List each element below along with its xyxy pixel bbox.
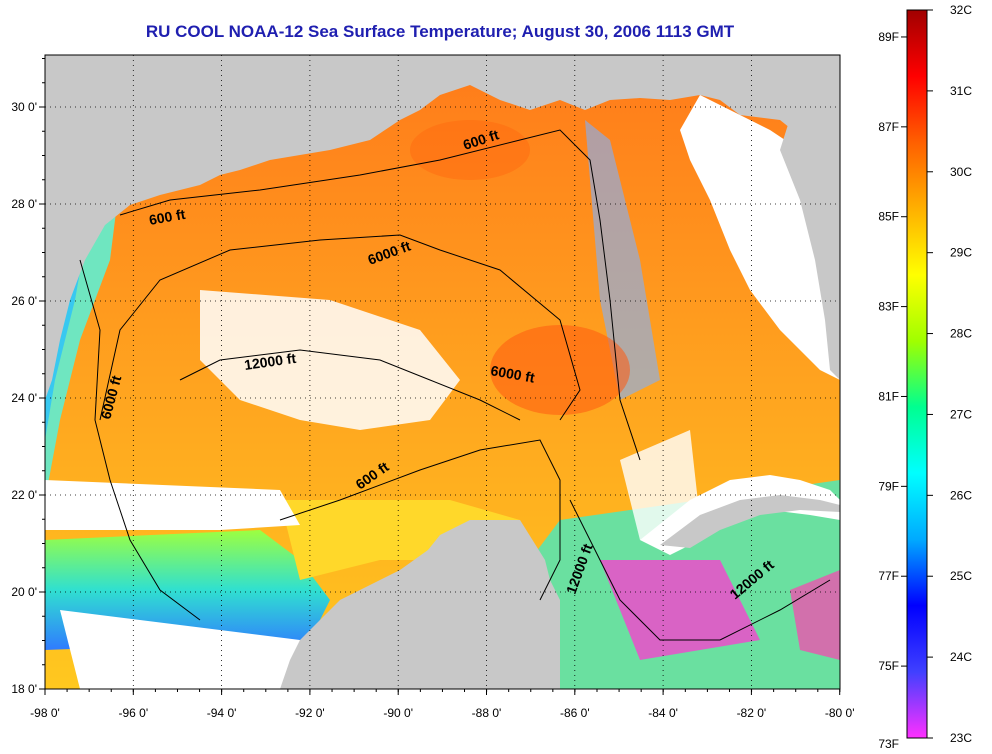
contour-6000ft — [99, 234, 581, 421]
map-gridlines — [45, 55, 840, 689]
colorbar-fahrenheit-labels: 89F 87F 85F 83F 81F 79F 77F 75F 73F — [878, 30, 907, 751]
colorbar-celsius-label: 23C — [950, 731, 972, 745]
colorbar: 89F 87F 85F 83F 81F 79F 77F 75F 73F 32C 31C 30C 29C… — [878, 3, 972, 751]
lat-tick-label: 22 0' — [11, 488, 37, 502]
contour-label: 600 ft — [148, 206, 187, 228]
lat-tick-label: 30 0' — [11, 100, 37, 114]
colorbar-fahrenheit-label: 73F — [878, 737, 899, 751]
lon-tick-label: -80 0' — [825, 706, 855, 720]
lat-tick-label: 24 0' — [11, 391, 37, 405]
cloud-mask-central — [200, 290, 460, 430]
latitude-labels: 18 0' 20 0' 22 0' 24 0' 26 0' 28 0' 30 0' — [11, 100, 37, 696]
longitude-labels: -98 0' -96 0' -94 0' -92 0' -90 0' -88 0' -86 … — [30, 706, 854, 720]
lat-tick-label: 28 0' — [11, 197, 37, 211]
colorbar-celsius-label: 29C — [950, 246, 972, 260]
contour-600ft-north — [119, 129, 641, 461]
lat-tick-label: 26 0' — [11, 294, 37, 308]
contour-12000ft — [179, 349, 521, 421]
cloud-mask-yucatan-shelf — [60, 610, 300, 689]
contour-label: 6000 ft — [489, 362, 536, 386]
lon-tick-label: -86 0' — [560, 706, 590, 720]
lon-tick-label: -96 0' — [118, 706, 148, 720]
lon-tick-label: -98 0' — [30, 706, 60, 720]
colorbar-fahrenheit-label: 79F — [878, 479, 899, 493]
colorbar-fahrenheit-label: 81F — [878, 389, 899, 403]
lon-tick-label: -88 0' — [472, 706, 502, 720]
lon-tick-label: -82 0' — [737, 706, 767, 720]
contour-label: 12000 ft — [243, 350, 297, 373]
contour-600ft-campeche — [279, 439, 561, 601]
colorbar-celsius-label: 24C — [950, 650, 972, 664]
colorbar-celsius-label: 31C — [950, 84, 972, 98]
contour-12000ft-caribbean — [569, 499, 831, 641]
land-cuba — [660, 495, 840, 548]
contour-600ft-west — [79, 259, 201, 621]
land-florida-east — [780, 55, 840, 380]
sst-warm-north — [410, 120, 530, 180]
colorbar-celsius-labels: 32C 31C 30C 29C 28C 27C 26C 25C 24C 23C — [927, 3, 972, 745]
colorbar-celsius-label: 30C — [950, 165, 972, 179]
sst-caribbean-cold-patch — [600, 560, 760, 660]
bathymetry-contours — [79, 129, 831, 641]
lon-tick-label: -94 0' — [207, 706, 237, 720]
map-tick-marks — [39, 58, 841, 695]
lat-tick-label: 18 0' — [11, 682, 37, 696]
lon-tick-label: -92 0' — [295, 706, 325, 720]
sst-warm-core — [490, 325, 630, 415]
colorbar-celsius-label: 26C — [950, 488, 972, 502]
land-yucatan — [400, 520, 560, 660]
colorbar-celsius-label: 27C — [950, 407, 972, 421]
colorbar-celsius-label: 32C — [950, 3, 972, 17]
map-title: RU COOL NOAA-12 Sea Surface Temperature;… — [145, 22, 735, 41]
colorbar-fahrenheit-label: 83F — [878, 300, 899, 314]
land-north-america — [45, 55, 840, 400]
colorbar-gradient — [906, 9, 928, 739]
map-plot-area — [45, 55, 840, 689]
cloud-mask-south-west — [45, 480, 300, 530]
colorbar-fahrenheit-label: 89F — [878, 30, 899, 44]
sst-east-patch — [790, 570, 840, 660]
colorbar-fahrenheit-label: 85F — [878, 210, 899, 224]
lon-tick-label: -90 0' — [383, 706, 413, 720]
colorbar-fahrenheit-label: 77F — [878, 569, 899, 583]
colorbar-celsius-label: 28C — [950, 327, 972, 341]
lon-tick-label: -84 0' — [648, 706, 678, 720]
colorbar-fahrenheit-label: 75F — [878, 659, 899, 673]
colorbar-fahrenheit-label: 87F — [878, 120, 899, 134]
lat-tick-label: 20 0' — [11, 585, 37, 599]
sst-loop-current-edge — [585, 120, 660, 400]
colorbar-celsius-label: 25C — [950, 569, 972, 583]
